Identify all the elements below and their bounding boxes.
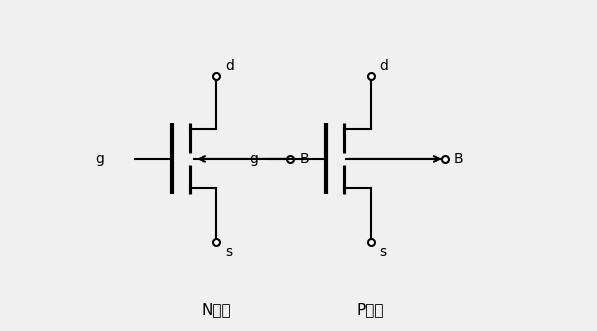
Text: s: s [380,245,387,259]
Text: P沟道: P沟道 [357,303,384,317]
Text: B: B [299,152,309,166]
Text: s: s [225,245,232,259]
Text: d: d [380,59,389,73]
Text: d: d [225,59,234,73]
Text: B: B [453,152,463,166]
Text: g: g [250,152,259,166]
Text: N沟道: N沟道 [202,303,231,317]
Text: g: g [96,152,104,166]
